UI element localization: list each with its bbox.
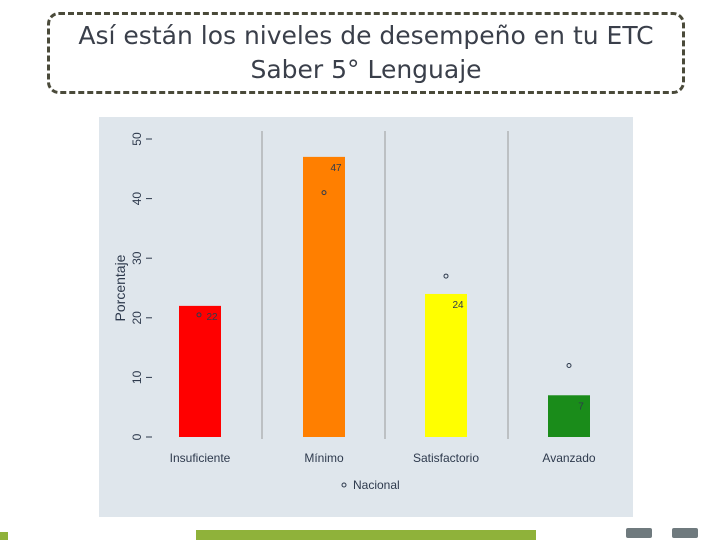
chart-panel: 0 10 20 30 40 50 Porcentaje 22 Insuficiente 47 Mín… — [99, 117, 633, 517]
footer-logo-right — [672, 528, 698, 538]
x-tick-label-4: Avanzado — [542, 451, 595, 465]
data-label-1: 22 — [206, 312, 218, 323]
legend-nacional-marker — [341, 482, 347, 488]
bar-mínimo — [303, 156, 345, 437]
legend-nacional-label: Nacional — [353, 478, 400, 492]
y-tick-label-30: 30 — [130, 251, 144, 265]
x-tick-label-1: Insuficiente — [170, 451, 231, 465]
nacional-point-1 — [196, 312, 202, 318]
y-tick-label-20: 20 — [130, 311, 144, 325]
data-label-3: 24 — [452, 300, 464, 311]
x-tick-label-3: Satisfactorio — [413, 451, 479, 465]
y-tick-label-0: 0 — [130, 433, 144, 440]
bar-avanzado — [548, 395, 590, 437]
slide-title-box: Así están los niveles de desempeño en tu… — [47, 12, 685, 94]
x-tick-label-2: Mínimo — [304, 451, 344, 465]
y-tick-label-10: 10 — [130, 370, 144, 384]
slide-title-line-1: Así están los niveles de desempeño en tu… — [78, 21, 654, 50]
footer-accent-left — [0, 532, 8, 540]
nacional-point-2 — [321, 190, 327, 196]
footer-accent-bar — [196, 530, 536, 540]
footer-logo-left — [626, 528, 652, 538]
performance-bar-chart: 0 10 20 30 40 50 Porcentaje 22 Insuficiente 47 Mín… — [112, 131, 596, 492]
data-label-2: 47 — [330, 163, 342, 174]
bar-insuficiente — [179, 305, 221, 437]
slide-title-line-2: Saber 5° Lenguaje — [250, 55, 482, 84]
y-tick-label-50: 50 — [130, 132, 144, 146]
nacional-point-3 — [443, 273, 449, 279]
nacional-point-4 — [566, 362, 572, 368]
y-axis-label: Porcentaje — [112, 254, 128, 321]
bar-satisfactorio — [425, 293, 467, 437]
data-label-4: 7 — [578, 401, 584, 412]
y-tick-label-40: 40 — [130, 192, 144, 206]
